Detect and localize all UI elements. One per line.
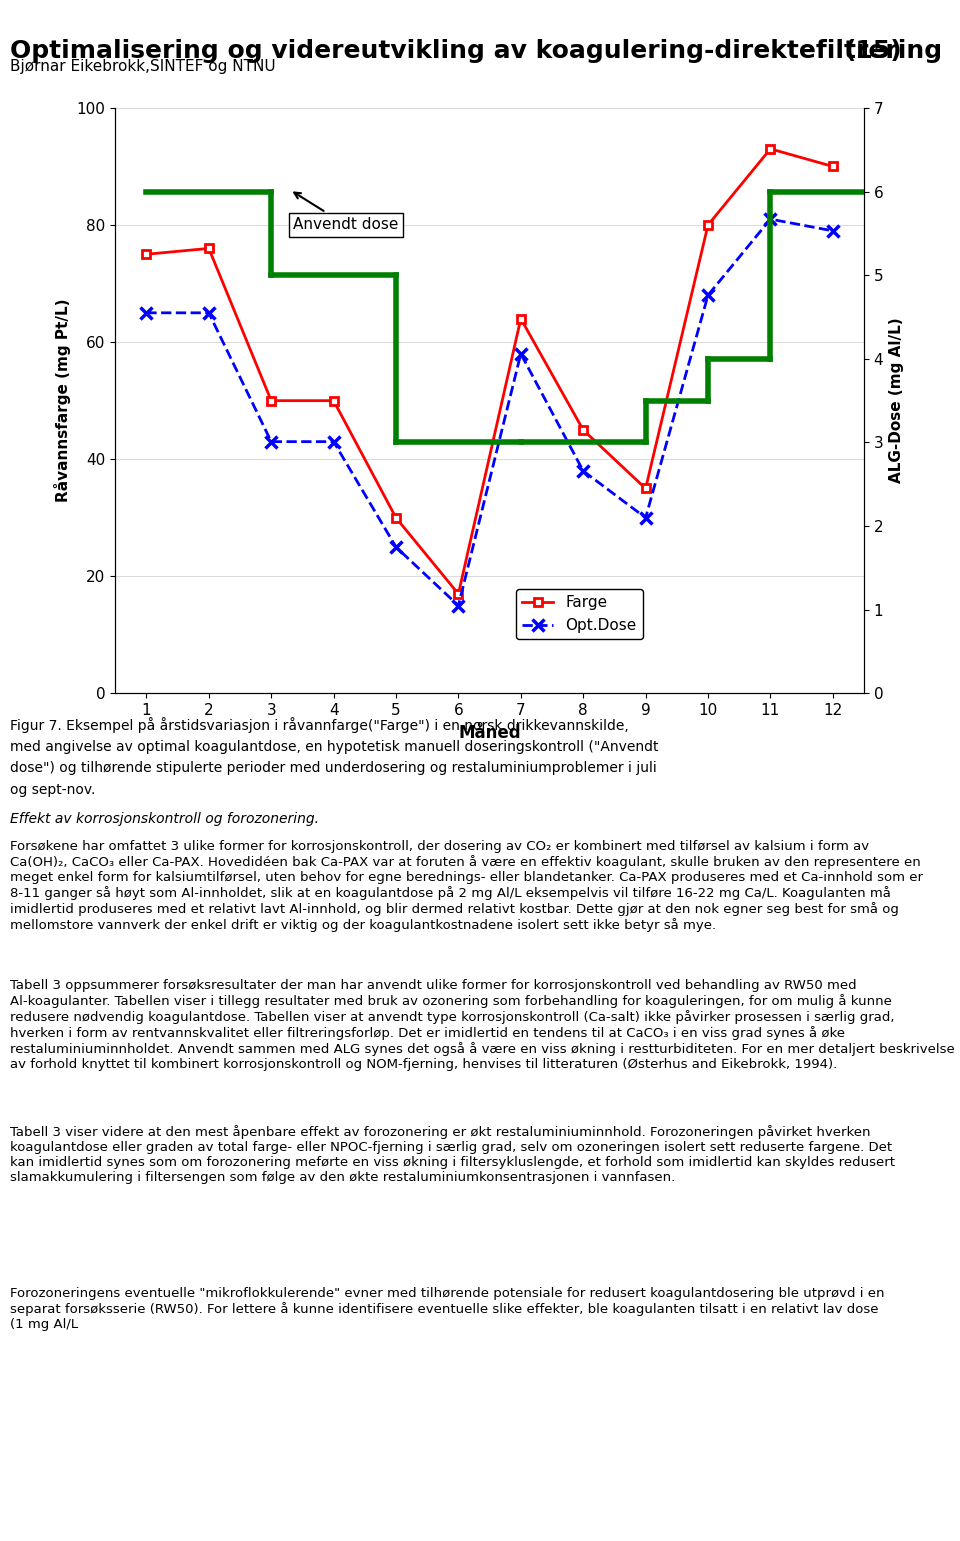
Opt.Dose xyxy=(203,304,214,322)
Opt.Dose xyxy=(577,462,588,481)
Text: Anvendt dose: Anvendt dose xyxy=(294,193,398,233)
Legend: Farge, Opt.Dose: Farge, Opt.Dose xyxy=(516,589,642,640)
Farge xyxy=(453,584,465,603)
Opt.Dose xyxy=(702,287,713,305)
Opt.Dose xyxy=(827,222,839,240)
Opt.Dose xyxy=(140,304,152,322)
Opt.Dose xyxy=(265,433,276,452)
Text: Forozoneringens eventuelle "mikroflokkulerende" evner med tilhørende potensiale : Forozoneringens eventuelle "mikroflokkul… xyxy=(10,1287,884,1331)
Farge xyxy=(327,391,340,410)
Opt.Dose xyxy=(639,509,651,527)
Opt.Dose xyxy=(390,538,401,556)
Text: Bjørnar Eikebrokk,SINTEF og NTNU: Bjørnar Eikebrokk,SINTEF og NTNU xyxy=(10,59,276,74)
Text: og sept-nov.: og sept-nov. xyxy=(10,783,95,797)
Farge xyxy=(702,216,713,234)
Text: Tabell 3 viser videre at den mest åpenbare effekt av forozonering er økt restalu: Tabell 3 viser videre at den mest åpenba… xyxy=(10,1125,895,1183)
Text: Effekt av korrosjonskontroll og forozonering.: Effekt av korrosjonskontroll og forozone… xyxy=(10,812,319,826)
Line: Farge: Farge xyxy=(142,145,837,598)
Farge xyxy=(515,310,526,328)
X-axis label: Måned: Måned xyxy=(458,724,521,741)
Text: Figur 7. Eksempel på årstidsvariasjon i råvannfarge("Farge") i en norsk drikkeva: Figur 7. Eksempel på årstidsvariasjon i … xyxy=(10,717,629,732)
Y-axis label: ALG-Dose (mg Al/L): ALG-Dose (mg Al/L) xyxy=(889,317,904,484)
Text: dose") og tilhørende stipulerte perioder med underdosering og restaluminiumprobl: dose") og tilhørende stipulerte perioder… xyxy=(10,761,657,775)
Opt.Dose xyxy=(515,345,526,364)
Line: Opt.Dose: Opt.Dose xyxy=(141,214,838,612)
Farge xyxy=(265,391,276,410)
Text: Forsøkene har omfattet 3 ulike former for korrosjonskontroll, der dosering av CO: Forsøkene har omfattet 3 ulike former fo… xyxy=(10,840,923,932)
Farge xyxy=(764,140,776,159)
Farge xyxy=(203,239,214,257)
Y-axis label: Råvannsfarge (mg Pt/L): Råvannsfarge (mg Pt/L) xyxy=(54,299,71,502)
Farge xyxy=(639,479,651,498)
Text: Optimalisering og videreutvikling av koagulering-direktefiltrering: Optimalisering og videreutvikling av koa… xyxy=(10,39,942,63)
Farge xyxy=(140,245,152,264)
Text: (15): (15) xyxy=(845,39,902,63)
Opt.Dose xyxy=(764,210,776,228)
Farge xyxy=(827,157,839,176)
Farge xyxy=(390,509,401,527)
Text: Tabell 3 oppsummerer forsøksresultater der man har anvendt ulike former for korr: Tabell 3 oppsummerer forsøksresultater d… xyxy=(10,979,954,1071)
Farge xyxy=(577,421,588,439)
Text: med angivelse av optimal koagulantdose, en hypotetisk manuell doseringskontroll : med angivelse av optimal koagulantdose, … xyxy=(10,740,659,754)
Opt.Dose xyxy=(327,433,340,452)
Opt.Dose xyxy=(453,596,465,615)
